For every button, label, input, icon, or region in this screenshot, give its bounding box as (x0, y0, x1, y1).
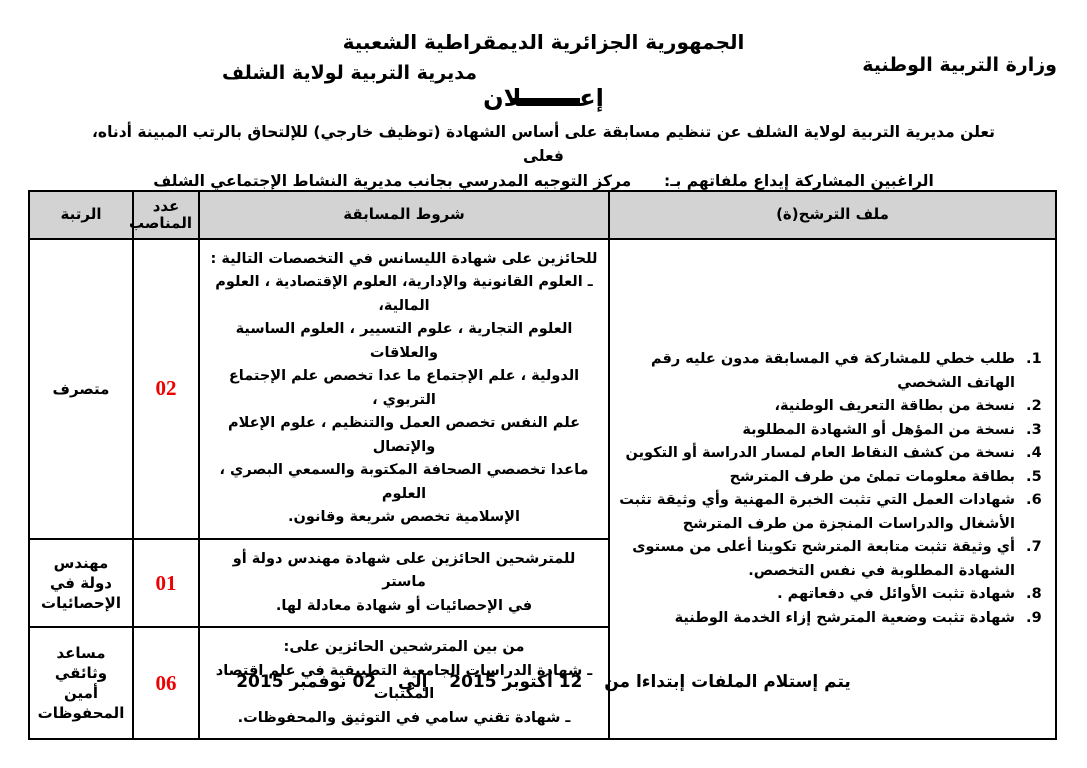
announcement-title-wrap: إعـــــــلان (0, 84, 1087, 112)
column-header-file: ملف الترشح(ة) (608, 190, 1057, 240)
rank-line: مهندس دولة (53, 553, 112, 592)
cell-conditions-row-1: للحائزين على شهادة الليسانس في التخصصات … (198, 238, 610, 540)
condition-line: ماعدا تخصصي الصحافة المكتوبة والسمعي الب… (219, 462, 589, 502)
list-item: شهادة تثبت الأوائل في دفعاتهم . (618, 583, 1021, 606)
table-row: طلب خطي للمشاركة في المسابقة مدون عليه ر… (28, 237, 1057, 741)
list-item: أي وثيقة تثبت متابعة المترشح تكوينا أعلى… (618, 536, 1021, 583)
table-row: من بين المترشحين الحائزين على: ـ شهادة ا… (28, 626, 1056, 741)
table-header: ملف الترشح(ة) شروط المسابقة عدد المناصب … (28, 190, 1057, 240)
cell-conditions-row-2: للمترشحين الحائزين على شهادة مهندس دولة … (198, 537, 610, 629)
condition-line: ـ شهادة تقني سامي في التوثيق والمحفوظات. (237, 709, 571, 726)
condition-line: في الإحصائيات أو شهادة معادلة لها. (275, 597, 533, 614)
condition-line: للمترشحين الحائزين على شهادة مهندس دولة … (232, 550, 576, 591)
condition-line: ـ شهادة الدراسات الجامعية التطبيقية في ع… (215, 662, 593, 703)
cell-file-documents: طلب خطي للمشاركة في المسابقة مدون عليه ر… (608, 237, 1057, 741)
submission-period-footer: يتم إستلام الملفات إبتداءا من 12 أكتوبر … (0, 672, 1087, 692)
republic-heading: الجمهورية الجزائرية الديمقراطية الشعبية (342, 30, 745, 54)
intro-line-1: تعلن مديرية التربية لولاية الشلف عن تنظي… (92, 123, 995, 166)
condition-line: من بين المترشحين الحائزين على: (283, 639, 525, 656)
list-item: شهادات العمل التي تثبت الخبرة المهنية وأ… (618, 489, 1021, 536)
intro-line-2: الراغبين المشاركة إيداع ملفاتهم بـ: مركز… (88, 169, 999, 193)
intro-line-2b: مركز التوجيه المدرسي بجانب مديرية النشاط… (153, 172, 632, 191)
condition-line: الدولية ، علم الإجتماع ما عدا تخصص علم ا… (228, 368, 580, 408)
rank-line: مساعد وثائقي (54, 643, 108, 682)
rank-line: في الإحصائيات (41, 573, 121, 613)
table-row: للمترشحين الحائزين على شهادة مهندس دولة … (28, 537, 1056, 629)
kashida-underline (511, 98, 580, 103)
footer-text-b: إلى (397, 672, 428, 692)
column-header-rank: الرتبة (28, 190, 134, 240)
required-documents-list: طلب خطي للمشاركة في المسابقة مدون عليه ر… (618, 348, 1043, 630)
condition-line: ـ العلوم القانونية والإدارية، العلوم الإ… (215, 274, 593, 314)
footer-date-end: 02 نوفمبر 2015 (236, 672, 377, 692)
column-header-conditions: شروط المسابقة (198, 190, 610, 240)
list-item: نسخة من المؤهل أو الشهادة المطلوبة (618, 419, 1021, 442)
condition-line: للحائزين على شهادة الليسانس في التخصصات … (210, 251, 598, 267)
cell-rank-row-1: متصرف (28, 238, 134, 540)
footer-text-a: يتم إستلام الملفات إبتداءا من (604, 672, 851, 692)
announcement-title: إعـــــــلان (481, 84, 606, 112)
rank-line: أمين المحفوظات (37, 684, 125, 723)
list-item: بطاقة معلومات تملئ من طرف المترشح (618, 466, 1021, 489)
condition-line: علم النفس تخصص العمل والتنظيم ، علوم الإ… (227, 415, 581, 455)
cell-seats-row-1: 02 (132, 238, 200, 540)
cell-rank-row-2: مهندس دولة في الإحصائيات (28, 537, 134, 629)
positions-table: ملف الترشح(ة) شروط المسابقة عدد المناصب … (28, 190, 1057, 741)
condition-line: الإسلامية تخصص شريعة وقانون. (288, 509, 520, 526)
condition-line: العلوم التجارية ، علوم التسيير ، العلوم … (235, 321, 573, 361)
footer-date-start: 12 أكتوبر 2015 (449, 672, 583, 692)
list-item: شهادة تثبت وضعية المترشح إزاء الخدمة الو… (618, 607, 1021, 630)
cell-conditions-row-3: من بين المترشحين الحائزين على: ـ شهادة ا… (198, 626, 610, 741)
list-item: نسخة من بطاقة التعريف الوطنية، (618, 395, 1021, 418)
list-item: طلب خطي للمشاركة في المسابقة مدون عليه ر… (618, 348, 1021, 395)
cell-seats-row-3: 06 (132, 626, 200, 741)
ministry-heading: وزارة التربية الوطنية (862, 54, 1057, 76)
column-header-seats: عدد المناصب (129, 190, 200, 240)
intro-paragraph: تعلن مديرية التربية لولاية الشلف عن تنظي… (88, 120, 999, 193)
directorate-heading: مديرية التربية لولاية الشلف (221, 62, 477, 84)
list-item: نسخة من كشف النقاط العام لمسار الدراسة أ… (618, 442, 1021, 465)
intro-line-2a: الراغبين المشاركة إيداع ملفاتهم بـ: (664, 172, 934, 191)
table-header-row: ملف الترشح(ة) شروط المسابقة عدد المناصب … (28, 190, 1057, 240)
table-body: طلب خطي للمشاركة في المسابقة مدون عليه ر… (28, 237, 1057, 741)
cell-seats-row-2: 01 (132, 537, 200, 629)
cell-rank-row-3: مساعد وثائقي أمين المحفوظات (28, 626, 134, 741)
